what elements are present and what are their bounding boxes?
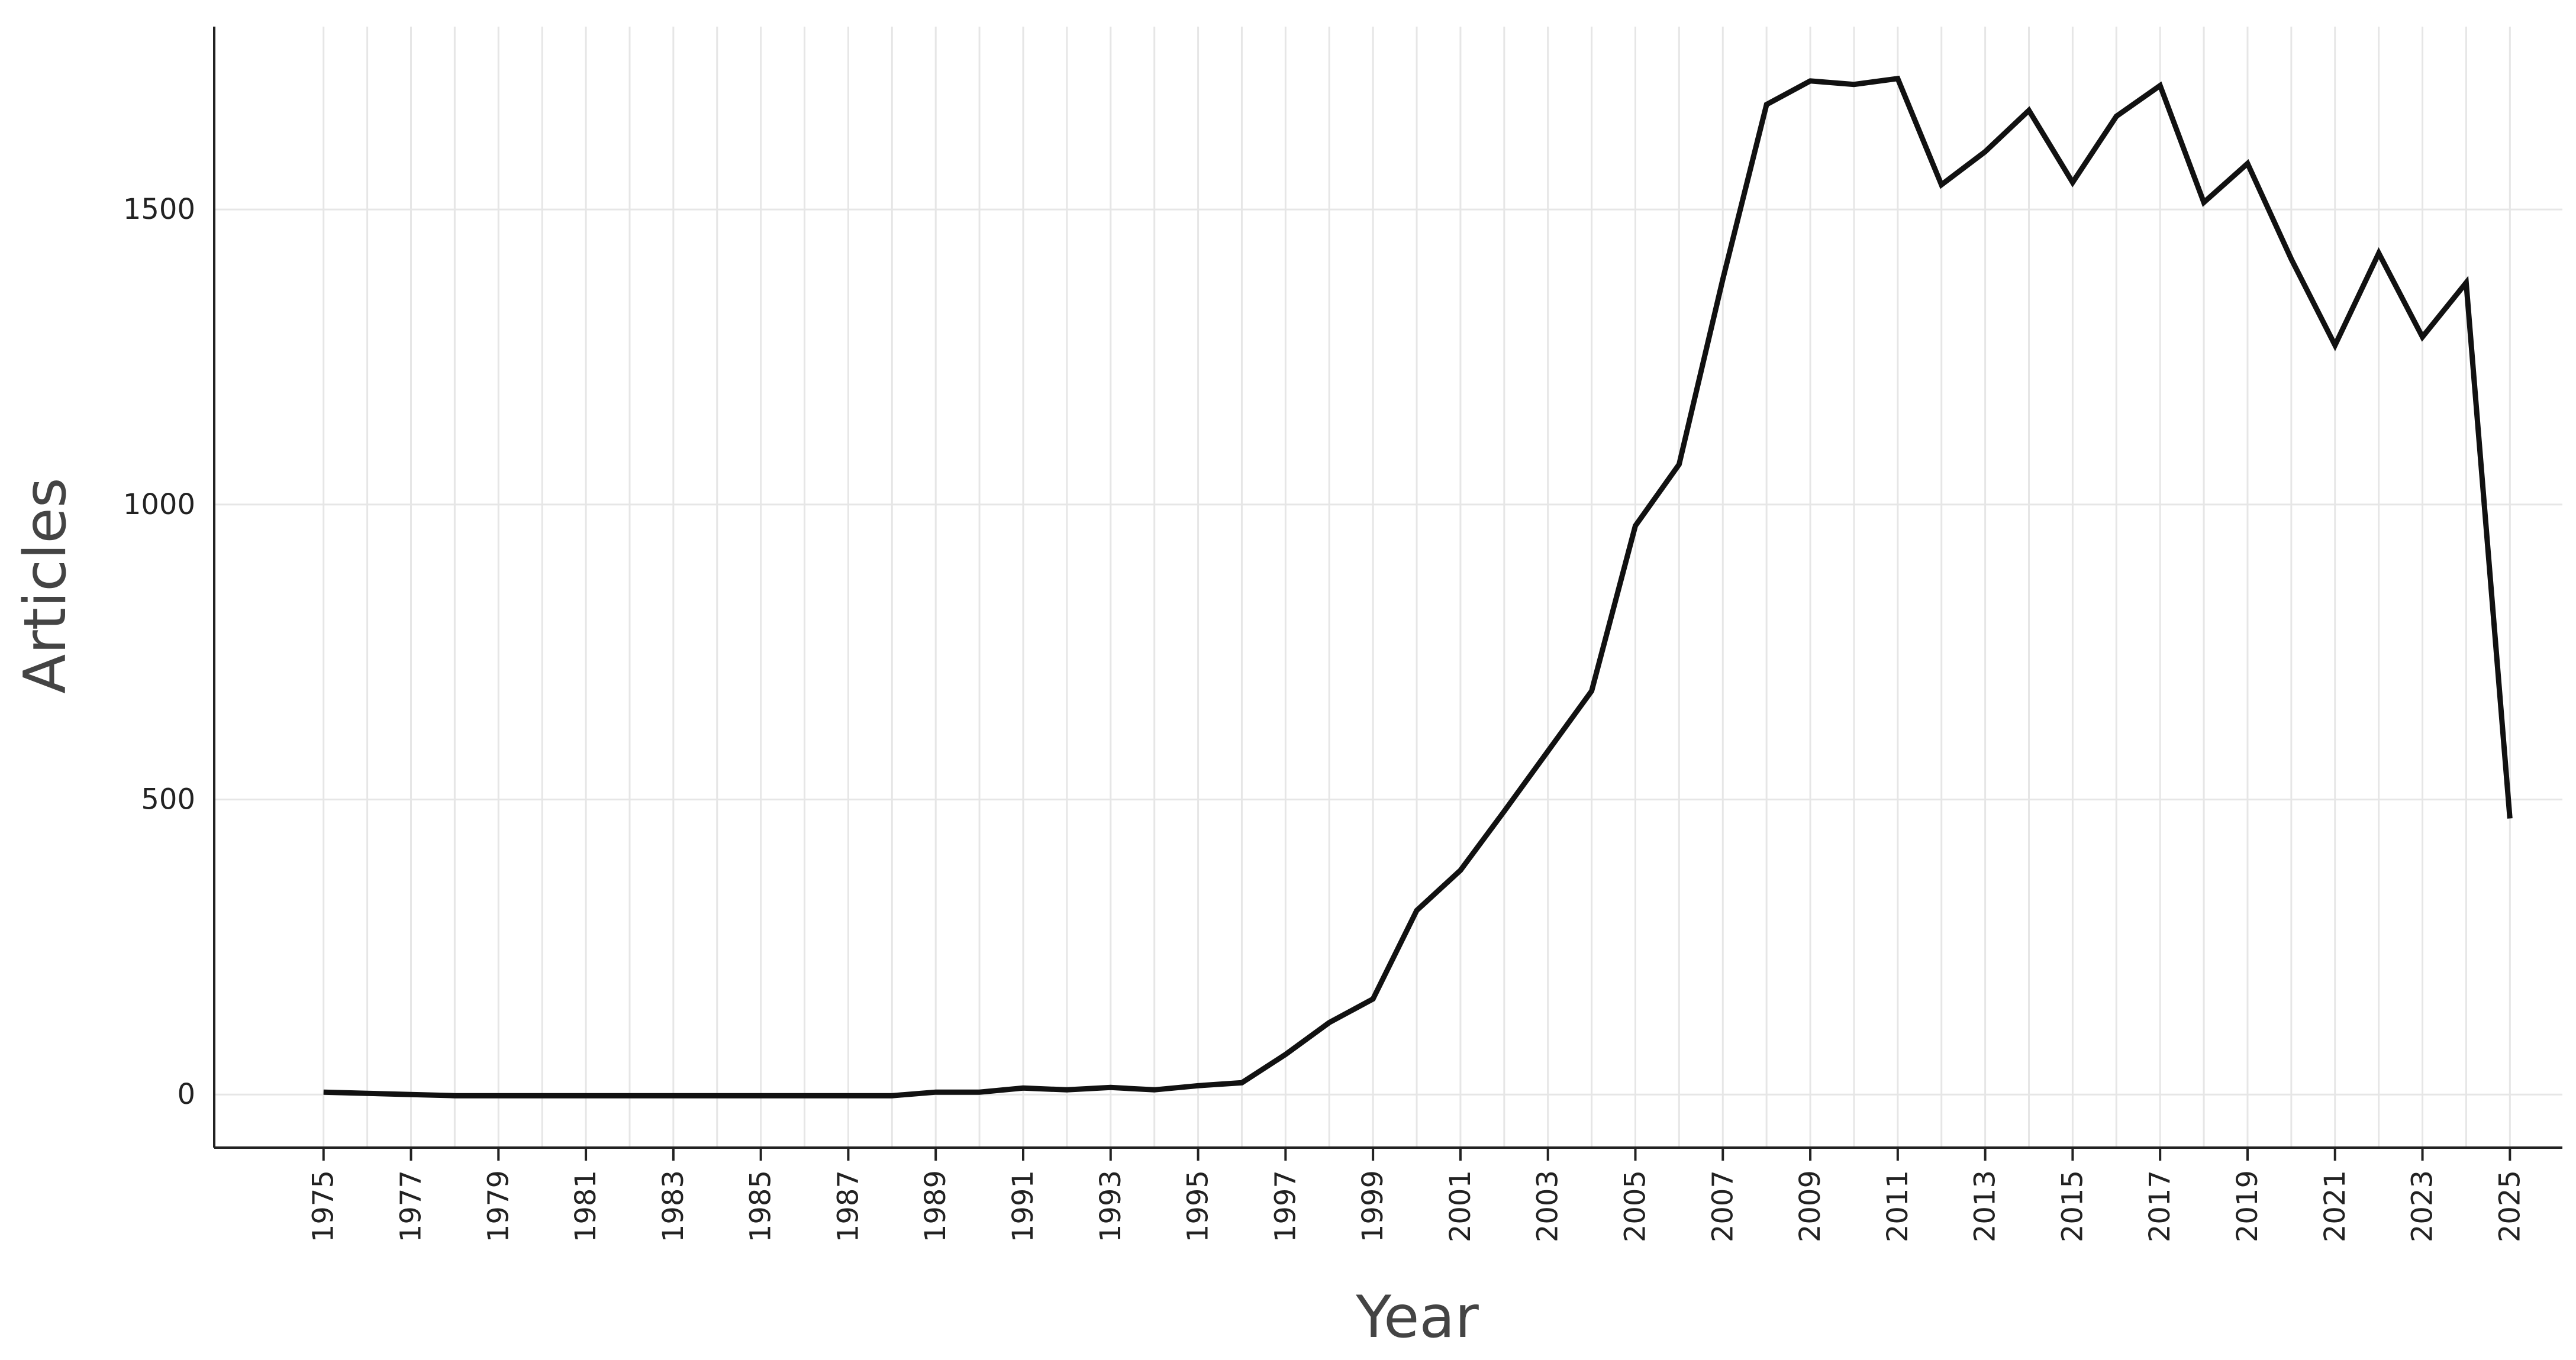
x-tick-label: 2007 (1706, 1170, 1739, 1242)
x-tick-label: 2003 (1532, 1170, 1565, 1242)
x-tick-label: 2001 (1444, 1170, 1477, 1242)
x-tick-label: 1999 (1356, 1170, 1389, 1242)
x-tick-label: 2023 (2406, 1170, 2439, 1242)
x-tick-label: 2021 (2319, 1170, 2352, 1242)
ticks: 1975 1977 1979 1981 1983 1985 1987 1989 1991 1993… (123, 193, 2526, 1242)
y-tick-label: 500 (141, 783, 195, 816)
gridlines (214, 27, 2562, 1148)
x-tick-label: 1991 (1007, 1170, 1040, 1242)
x-tick-label: 2015 (2056, 1170, 2089, 1242)
x-tick-label: 2009 (1794, 1170, 1827, 1242)
x-tick-label: 1995 (1182, 1170, 1215, 1242)
x-axis-title: Year (1355, 1284, 1479, 1351)
y-tick-label: 1500 (123, 193, 195, 226)
x-tick-label: 1975 (307, 1170, 340, 1242)
y-tick-label: 1000 (123, 488, 195, 521)
x-tick-label: 1989 (919, 1170, 952, 1242)
x-tick-label: 2011 (1881, 1170, 1914, 1242)
x-tick-label: 2013 (1969, 1170, 2002, 1242)
series-line (323, 75, 2513, 1099)
x-tick-label: 1981 (569, 1170, 602, 1242)
x-tick-label: 1997 (1269, 1170, 1302, 1242)
x-tick-label: 1993 (1094, 1170, 1127, 1242)
x-tick-label: 2017 (2143, 1170, 2177, 1242)
x-tick-label: 2019 (2231, 1170, 2264, 1242)
axes (213, 27, 2562, 1149)
x-tick-label: 2005 (1619, 1170, 1652, 1242)
x-tick-label: 1983 (657, 1170, 690, 1242)
x-tick-label: 2025 (2493, 1170, 2526, 1242)
y-axis-title: Articles (12, 477, 79, 693)
x-tick-label: 1987 (831, 1170, 865, 1242)
y-tick-label: 0 (177, 1078, 195, 1111)
series-layer (323, 75, 2513, 1099)
x-tick-label: 1977 (395, 1170, 428, 1242)
x-tick-label: 1985 (744, 1170, 778, 1242)
x-tick-label: 1979 (482, 1170, 515, 1242)
